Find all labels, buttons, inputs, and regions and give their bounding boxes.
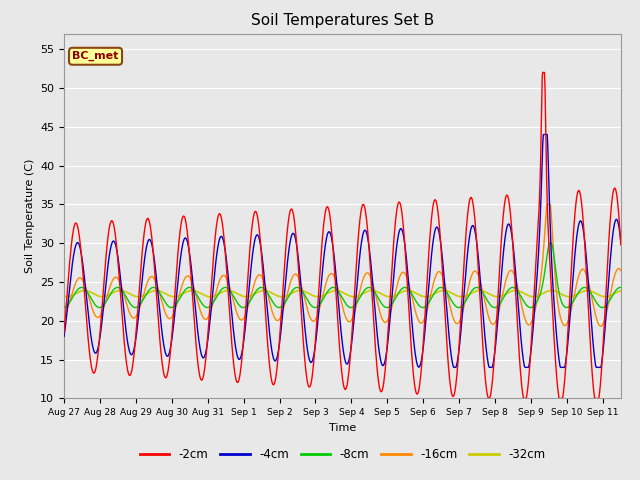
Text: BC_met: BC_met xyxy=(72,51,119,61)
X-axis label: Time: Time xyxy=(329,423,356,432)
Title: Soil Temperatures Set B: Soil Temperatures Set B xyxy=(251,13,434,28)
Legend: -2cm, -4cm, -8cm, -16cm, -32cm: -2cm, -4cm, -8cm, -16cm, -32cm xyxy=(135,443,550,466)
Y-axis label: Soil Temperature (C): Soil Temperature (C) xyxy=(24,159,35,273)
